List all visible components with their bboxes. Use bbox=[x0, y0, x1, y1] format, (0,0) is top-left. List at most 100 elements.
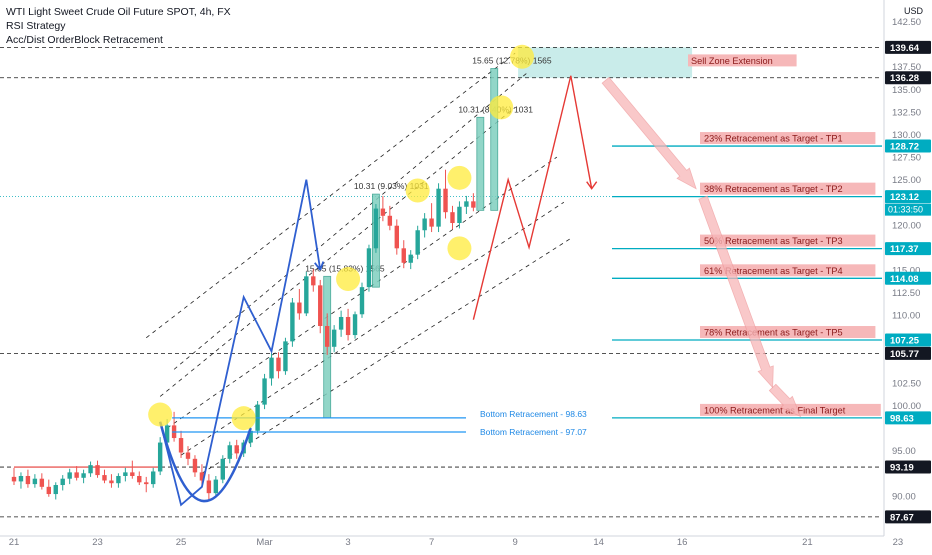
x-tick-label: 3 bbox=[345, 537, 350, 548]
retracement-label-bg bbox=[700, 182, 876, 195]
candle-body bbox=[199, 472, 205, 481]
sell-zone-label: Sell Zone Extension bbox=[691, 56, 773, 66]
candle-body bbox=[123, 472, 128, 476]
candle bbox=[325, 313, 330, 355]
candle bbox=[345, 308, 351, 341]
candle-body bbox=[137, 475, 142, 483]
candle-body bbox=[53, 485, 58, 495]
retracement-price-tag: 117.37 bbox=[890, 244, 919, 255]
candle-body bbox=[394, 225, 399, 249]
candle bbox=[137, 471, 142, 486]
retracement-price-tag-bg bbox=[885, 333, 931, 347]
candle bbox=[359, 282, 365, 318]
retracement-price-tag: 107.25 bbox=[890, 336, 920, 347]
x-tick-label: 23 bbox=[893, 537, 904, 548]
candle-body bbox=[401, 248, 406, 263]
blue-arrowhead bbox=[314, 262, 321, 271]
candle bbox=[318, 279, 323, 334]
retracement-price-tag: 98.63 bbox=[890, 413, 914, 424]
indicator-acc-dist[interactable]: Acc/Dist OrderBlock Retracement bbox=[6, 34, 163, 46]
candle bbox=[74, 466, 79, 481]
candle-body bbox=[436, 188, 441, 227]
chart-title[interactable]: WTI Light Sweet Crude Oil Future SPOT, 4… bbox=[6, 6, 231, 18]
y-tick-label: 90.00 bbox=[892, 491, 916, 502]
candle bbox=[11, 467, 17, 486]
candle bbox=[171, 411, 177, 442]
retracement-price-tag: 123.12 bbox=[890, 192, 919, 203]
candle-body bbox=[283, 341, 288, 372]
candle bbox=[429, 203, 434, 233]
price-level-tag-bg bbox=[885, 510, 931, 524]
candle-body bbox=[178, 438, 184, 453]
candle-body bbox=[373, 208, 379, 249]
impulse-bar bbox=[476, 116, 485, 211]
price-level-tag: 136.28 bbox=[890, 73, 919, 84]
countdown-tag-bg bbox=[885, 203, 931, 216]
x-tick-label: 16 bbox=[677, 537, 688, 548]
candle-body bbox=[304, 276, 309, 314]
candle-body bbox=[450, 212, 455, 224]
candle-body bbox=[32, 478, 38, 485]
highlight-circle bbox=[336, 267, 361, 292]
sell-zone-box bbox=[518, 47, 693, 78]
candle-body bbox=[206, 480, 212, 494]
x-tick-label: 7 bbox=[429, 537, 434, 548]
candle bbox=[436, 183, 441, 233]
currency-label: USD bbox=[904, 6, 924, 16]
red-arrowhead bbox=[586, 181, 598, 190]
candle-body bbox=[262, 378, 267, 405]
channel-line bbox=[145, 52, 516, 339]
highlight-circle bbox=[148, 402, 173, 427]
y-tick-label: 137.50 bbox=[892, 62, 921, 73]
retracement-label: 78% Retracement as Target - TP5 bbox=[704, 328, 843, 338]
candle-body bbox=[213, 479, 219, 494]
price-level-tag-bg bbox=[885, 460, 931, 474]
candle bbox=[32, 474, 38, 488]
retracement-label: 100% Retracement as Final Target bbox=[704, 405, 846, 415]
candle-body bbox=[429, 218, 434, 227]
projection-arrow bbox=[698, 195, 774, 389]
candle bbox=[81, 469, 86, 484]
candle bbox=[227, 441, 232, 464]
candle-body bbox=[366, 248, 372, 288]
candle-body bbox=[60, 478, 65, 486]
candle bbox=[422, 213, 427, 238]
candle bbox=[178, 430, 184, 458]
candle bbox=[123, 467, 128, 482]
candle bbox=[457, 201, 462, 229]
candle-body bbox=[25, 475, 31, 485]
candle-body bbox=[464, 201, 469, 207]
candle-body bbox=[130, 472, 135, 476]
candle bbox=[39, 473, 45, 490]
candle-body bbox=[380, 208, 386, 216]
price-level-tag-bg bbox=[885, 40, 931, 54]
retracement-price-tag: 128.72 bbox=[890, 142, 919, 153]
y-tick-label: 135.00 bbox=[892, 85, 921, 96]
candle-body bbox=[39, 478, 45, 487]
y-tick-label: 120.00 bbox=[892, 220, 921, 231]
candle-body bbox=[227, 445, 232, 459]
highlight-circle bbox=[447, 165, 472, 190]
retracement-label: 23% Retracement as Target - TP1 bbox=[704, 134, 843, 144]
bottom-retracement-label: Bottom Retracement - 97.07 bbox=[480, 427, 587, 437]
blue-arrowhead bbox=[319, 261, 325, 271]
candle-body bbox=[157, 442, 163, 472]
candle bbox=[269, 353, 274, 386]
candle bbox=[380, 195, 386, 222]
y-tick-label: 110.00 bbox=[892, 311, 920, 322]
x-tick-label: 21 bbox=[9, 537, 20, 548]
projection-arrow bbox=[601, 76, 697, 190]
y-tick-label: 125.00 bbox=[892, 175, 921, 186]
candle bbox=[304, 271, 309, 317]
candle bbox=[185, 446, 191, 466]
candle-body bbox=[116, 475, 121, 484]
candle-body bbox=[109, 480, 114, 484]
candle bbox=[213, 475, 219, 497]
indicator-rsi-strategy[interactable]: RSI Strategy bbox=[6, 20, 66, 32]
candle bbox=[443, 169, 448, 219]
x-tick-label: 25 bbox=[176, 537, 187, 548]
price-level-tag: 105.77 bbox=[890, 349, 919, 360]
candle bbox=[67, 468, 72, 485]
y-tick-label: 95.00 bbox=[892, 446, 916, 457]
